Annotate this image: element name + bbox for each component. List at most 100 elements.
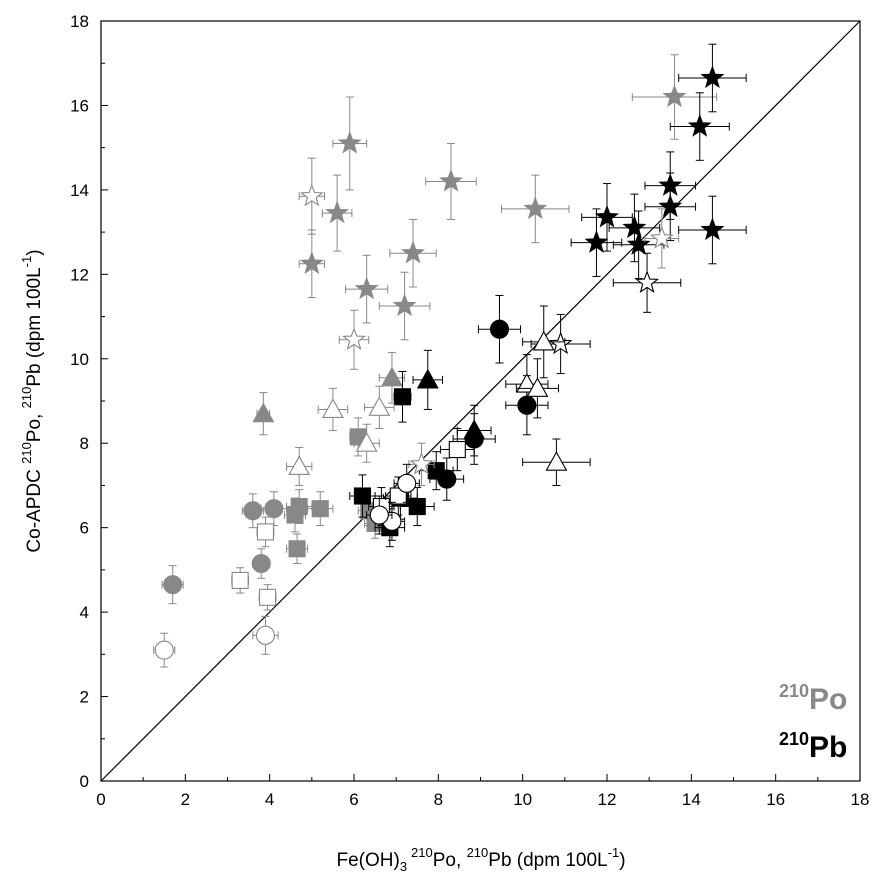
series-po-star-filled [298,54,718,341]
data-point [678,195,747,265]
star-marker [635,270,660,293]
star-marker [687,113,712,137]
data-point [452,413,496,465]
circle-marker [255,625,276,645]
series-pb-circle-open [366,463,420,541]
data-point [570,208,623,277]
series-pb-triangle-open [505,305,591,486]
star-marker [584,230,609,253]
data-point [286,446,313,486]
x-tick-label: 12 [598,790,617,809]
data-point [317,387,349,432]
data-point [241,493,264,529]
data-point [669,92,730,161]
triangle-marker [252,402,275,423]
data-point [258,584,277,611]
data-point [353,423,380,463]
triangle-marker [381,366,403,387]
circle-marker [437,469,457,489]
data-point [389,218,437,288]
y-tick-label: 12 [70,265,89,284]
series-pb-star-open [530,252,682,375]
data-point [412,349,444,410]
data-point [161,565,184,605]
circle-marker [243,501,263,521]
star-marker [595,204,619,228]
star-marker [649,225,674,249]
y-tick-label: 14 [70,181,89,200]
x-tick-label: 8 [434,790,443,809]
triangle-marker [355,432,378,452]
star-marker [299,251,324,274]
data-point [298,157,325,235]
star-marker [662,84,687,108]
data-point [366,495,393,535]
plot-frame [100,20,861,782]
y-tick-label: 10 [70,350,89,369]
data-point [378,271,431,341]
y-tick-label: 18 [70,12,89,31]
data-point [522,438,591,486]
x-tick-label: 0 [96,790,105,809]
data-point [252,615,279,655]
data-point [153,632,176,668]
x-tick-label: 16 [766,790,785,809]
data-point [522,305,566,379]
x-tick-label: 2 [181,790,190,809]
data-point [631,54,718,140]
reference-line [100,20,861,782]
x-tick-label: 10 [513,790,532,809]
data-point [612,252,682,313]
star-marker [700,217,725,241]
square-marker [393,388,412,406]
series-po-triangle-open [286,385,395,486]
triangle-marker [368,396,391,416]
data-point [252,392,275,436]
tick-labels: 0 2 4 6 8 10 12 14 16 18 0 2 4 6 8 10 12 14 16 18 [70,12,869,809]
star-marker [354,276,379,300]
data-point [399,487,435,527]
legend-entry-pb: 210Pb [779,729,847,764]
data-point [477,294,522,364]
series-po-square-open [231,516,277,611]
data-point [378,351,406,404]
star-marker [392,293,417,317]
data-point [678,43,747,113]
data-point [439,427,475,472]
square-marker [448,441,466,459]
legend: 210Po 210Pb [779,681,847,764]
circle-marker [154,640,174,660]
star-marker [409,451,434,475]
data-point [515,358,560,419]
y-tick-label: 16 [70,96,89,115]
star-marker [523,196,548,220]
y-tick-label: 6 [80,519,89,538]
star-marker [337,130,362,154]
y-tick-label: 8 [80,434,89,453]
square-marker [311,500,329,518]
star-marker [626,232,651,255]
square-marker [259,588,277,606]
data-point [338,309,370,370]
series-po-square-filled [283,417,387,565]
x-tick-label: 6 [349,790,358,809]
legend-entry-po: 210Po [779,681,847,716]
data-point [644,172,697,242]
triangle-marker [416,368,439,389]
data-point [429,457,465,501]
triangle-marker [526,377,549,397]
star-marker [658,194,683,217]
data-point [251,548,271,579]
data-point [408,442,435,486]
data-point [393,370,412,423]
star-marker [548,331,573,355]
series-po-circle-open [153,615,279,668]
square-marker [290,498,308,516]
star-marker [325,200,350,224]
square-marker [288,540,306,558]
data-points [153,43,747,668]
data-point [364,385,395,429]
data-point [393,463,420,503]
